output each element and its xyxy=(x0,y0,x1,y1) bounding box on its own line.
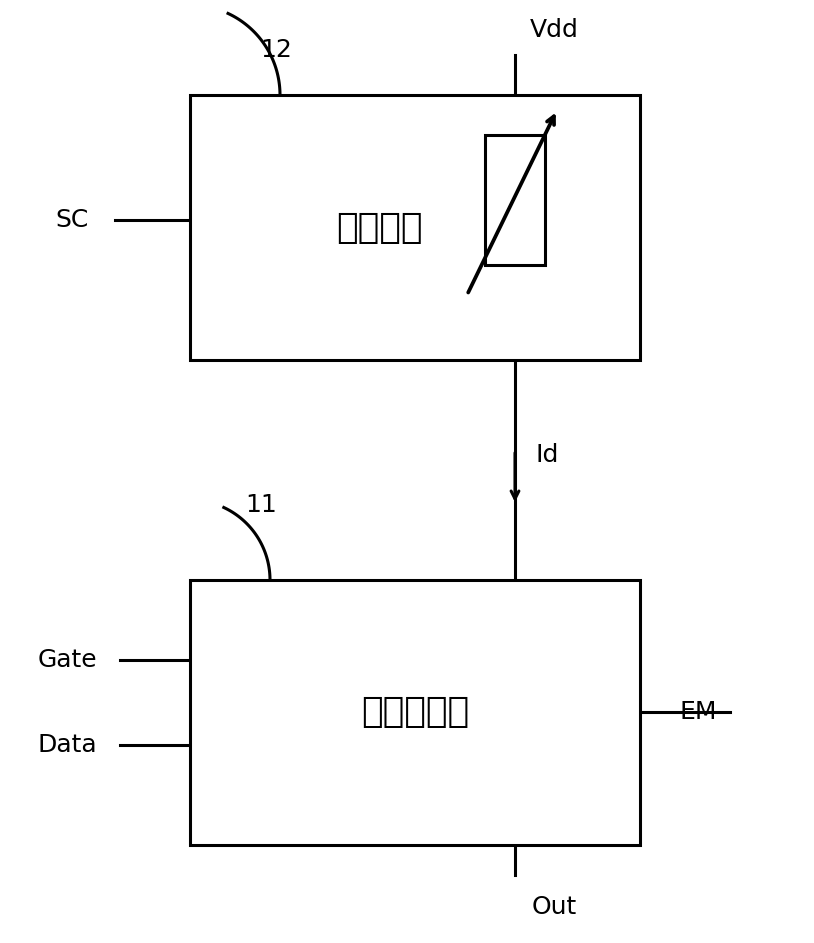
Text: EM: EM xyxy=(680,700,717,724)
Text: 分压模块: 分压模块 xyxy=(335,210,422,244)
Text: Id: Id xyxy=(535,443,558,467)
Text: Gate: Gate xyxy=(38,648,98,672)
Text: SC: SC xyxy=(55,208,88,232)
Bar xyxy=(190,95,640,360)
Bar xyxy=(190,580,640,845)
Text: Out: Out xyxy=(532,895,577,919)
Text: 11: 11 xyxy=(245,493,277,517)
Text: 电流源模块: 电流源模块 xyxy=(361,696,469,730)
Text: Data: Data xyxy=(38,733,98,757)
Text: Vdd: Vdd xyxy=(530,18,579,42)
Text: 12: 12 xyxy=(260,38,292,62)
Bar xyxy=(485,135,545,265)
